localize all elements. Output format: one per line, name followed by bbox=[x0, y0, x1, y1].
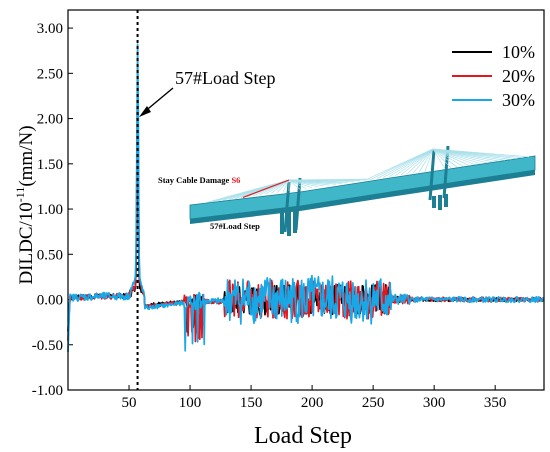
y-tick-label: 2.00 bbox=[37, 112, 63, 128]
y-tick-label: 0.50 bbox=[37, 247, 63, 263]
plot-frame bbox=[67, 9, 545, 391]
tower1-left-cable-14 bbox=[282, 179, 290, 192]
x-tick-label: 250 bbox=[362, 395, 385, 411]
tower1-right-cable-3 bbox=[288, 179, 313, 189]
y-tick-label: 1.00 bbox=[37, 202, 63, 218]
tower2-left-cable-5 bbox=[388, 148, 434, 178]
tower2-right-cable-7 bbox=[432, 148, 482, 165]
y-axis-title: DILDC/10-11(mm/N) bbox=[13, 125, 37, 284]
y-axis-title-unit: (mm/N) bbox=[16, 125, 37, 186]
tower2-left-cable-7 bbox=[400, 148, 434, 176]
bridge-deck bbox=[189, 155, 536, 220]
bridge-deck-side bbox=[190, 170, 535, 224]
series-line-3 bbox=[67, 43, 545, 353]
legend-label-2: 20% bbox=[502, 66, 535, 86]
inset-damage-label: Stay Cable Damage S6 bbox=[158, 175, 240, 185]
bridge-tower-3 bbox=[428, 149, 436, 201]
y-tick-label: 1.50 bbox=[37, 157, 63, 173]
inset-load-step-label: 57#Load Step bbox=[210, 221, 260, 231]
series-layer bbox=[67, 43, 545, 353]
tower2-right-cable-15 bbox=[432, 148, 530, 158]
tower1-left-cable-13 bbox=[276, 179, 290, 193]
tower1-right-cable-13 bbox=[288, 178, 373, 181]
annotation-arrowhead bbox=[139, 106, 151, 117]
x-tick-label: 350 bbox=[484, 395, 507, 411]
y-tick-label: -1.00 bbox=[32, 383, 63, 399]
tower1-left-cable-12 bbox=[270, 179, 290, 194]
tower2-left-cable-11 bbox=[424, 148, 434, 172]
legend: 10% 20% 30% bbox=[452, 42, 535, 110]
tower2-left-cable-8 bbox=[406, 148, 434, 175]
load-step-annotation: 57#Load Step bbox=[139, 68, 276, 117]
bridge-pier-1 bbox=[280, 212, 284, 234]
bridge-pier-4 bbox=[432, 196, 436, 208]
tower2-right-cable-6 bbox=[432, 148, 476, 165]
bridge-pier-2 bbox=[287, 211, 291, 236]
damaged-cable-s6 bbox=[242, 179, 290, 199]
y-tick-label: -0.50 bbox=[32, 338, 63, 354]
tower2-left-cable-6 bbox=[394, 148, 434, 177]
x-tick-label: 150 bbox=[240, 395, 263, 411]
tower2-right-cable-8 bbox=[432, 148, 488, 164]
tower2-right-cable-5 bbox=[432, 148, 470, 166]
tower2-right-cable-2 bbox=[432, 148, 452, 169]
legend-label-1: 10% bbox=[502, 42, 535, 62]
annotation-label: 57#Load Step bbox=[175, 68, 276, 88]
tower2-right-cable-3 bbox=[432, 148, 458, 168]
y-tick-label: 3.00 bbox=[37, 21, 63, 37]
y-axis-title-exponent: -11 bbox=[13, 187, 27, 203]
bridge-tower-1 bbox=[283, 181, 291, 233]
x-tick-label: 200 bbox=[301, 395, 324, 411]
tower2-left-cable-9 bbox=[412, 148, 434, 174]
x-axis-title: Load Step bbox=[254, 423, 352, 449]
tower1-right-cable-1 bbox=[288, 179, 301, 190]
bridge-pier-6 bbox=[444, 194, 448, 207]
tower2-left-cable-4 bbox=[382, 148, 434, 178]
y-tick-label: 0.00 bbox=[37, 293, 63, 309]
y-axis-title-main: DILDC/10 bbox=[16, 202, 37, 284]
bridge-pier-3 bbox=[293, 210, 297, 233]
tower2-right-cable-4 bbox=[432, 148, 464, 167]
ticks-layer: 50 100 150 200 250 300 350 -1.00 -0.50 0.00 0.50 1.… bbox=[32, 21, 507, 411]
tower2-left-cable-10 bbox=[418, 148, 434, 173]
tower2-left-cable-3 bbox=[376, 148, 434, 179]
x-tick-label: 50 bbox=[122, 395, 137, 411]
bridge-inset-illustration: Stay Cable Damage S6 57#Load Step bbox=[158, 145, 536, 236]
inset-cable-id: S6 bbox=[231, 175, 240, 185]
x-tick-label: 100 bbox=[179, 395, 202, 411]
y-tick-label: 2.50 bbox=[37, 66, 63, 82]
tower2-right-cable-1 bbox=[432, 148, 446, 169]
legend-label-3: 30% bbox=[502, 90, 535, 110]
tower1-left-cable-11 bbox=[264, 179, 290, 195]
bridge-pier-5 bbox=[438, 195, 442, 210]
x-tick-label: 300 bbox=[423, 395, 446, 411]
tower1-right-cable-2 bbox=[288, 179, 307, 189]
